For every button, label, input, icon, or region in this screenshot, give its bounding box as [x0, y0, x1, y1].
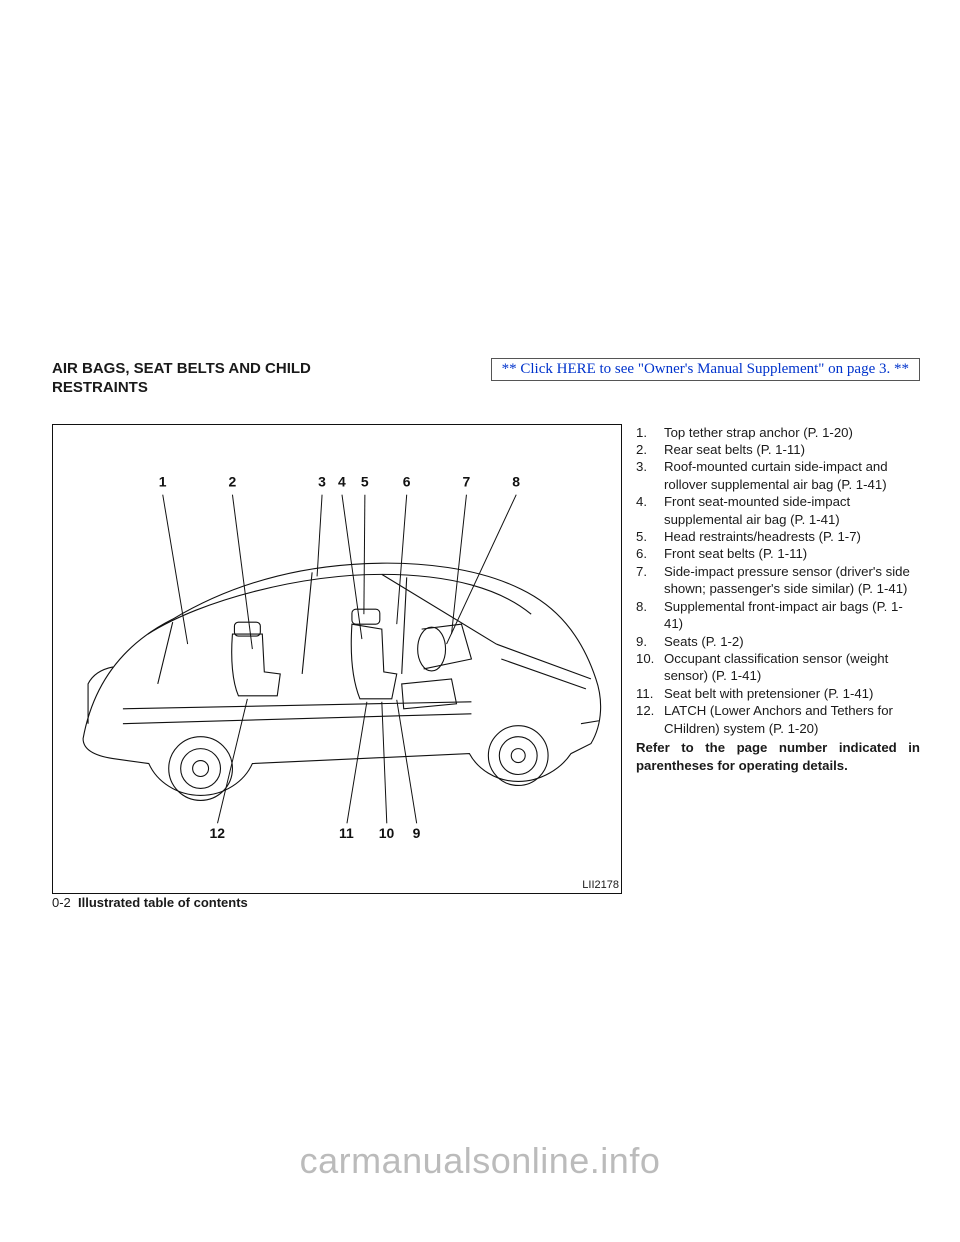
- callout-3: 3: [318, 473, 326, 489]
- callout-8: 8: [512, 473, 520, 489]
- callout-12: 12: [210, 825, 226, 841]
- callout-6: 6: [403, 473, 411, 489]
- legend-item: 10.Occupant classification sensor (weigh…: [636, 650, 920, 685]
- callout-10: 10: [379, 825, 395, 841]
- manual-page: AIR BAGS, SEAT BELTS AND CHILD RESTRAINT…: [0, 0, 960, 1242]
- section-title-line1: AIR BAGS, SEAT BELTS AND CHILD: [52, 360, 311, 377]
- callout-5: 5: [361, 473, 369, 489]
- supplement-link[interactable]: ** Click HERE to see "Owner's Manual Sup…: [491, 358, 920, 381]
- legend-item: 5.Head restraints/headrests (P. 1-7): [636, 528, 920, 545]
- callout-7: 7: [462, 473, 470, 489]
- legend-list: 1.Top tether strap anchor (P. 1-20) 2.Re…: [636, 424, 920, 894]
- header-row: AIR BAGS, SEAT BELTS AND CHILD RESTRAINT…: [52, 360, 920, 398]
- callout-9: 9: [413, 825, 421, 841]
- callout-2: 2: [228, 473, 236, 489]
- page-number: 0-2: [52, 895, 71, 910]
- watermark: carmanualsonline.info: [0, 1140, 960, 1182]
- legend-footer: Refer to the page number indicated in pa…: [636, 739, 920, 774]
- legend-item: 12.LATCH (Lower Anchors and Tethers for …: [636, 702, 920, 737]
- page-footer: 0-2 Illustrated table of contents: [52, 895, 248, 910]
- legend-item: 7.Side-impact pressure sensor (driver's …: [636, 563, 920, 598]
- callout-4: 4: [338, 473, 346, 489]
- callout-11: 11: [339, 825, 354, 841]
- legend-item: 2.Rear seat belts (P. 1-11): [636, 441, 920, 458]
- section-title-line2: RESTRAINTS: [52, 379, 148, 396]
- legend-item: 9.Seats (P. 1-2): [636, 633, 920, 650]
- page-title: Illustrated table of contents: [78, 895, 248, 910]
- figure-box: 1 2 3 4 5 6 7 8 12 11 10 9 LII2178: [52, 424, 622, 894]
- car-diagram: 1 2 3 4 5 6 7 8 12 11 10 9: [53, 425, 621, 893]
- section-title: AIR BAGS, SEAT BELTS AND CHILD RESTRAINT…: [52, 360, 352, 398]
- legend-item: 6.Front seat belts (P. 1-11): [636, 545, 920, 562]
- legend-item: 1.Top tether strap anchor (P. 1-20): [636, 424, 920, 441]
- legend-item: 8.Supplemental front-impact air bags (P.…: [636, 598, 920, 633]
- legend-item: 4.Front seat-mounted side-impact supplem…: [636, 493, 920, 528]
- legend-item: 11.Seat belt with pretensioner (P. 1-41): [636, 685, 920, 702]
- callout-1: 1: [159, 473, 167, 489]
- figure-code: LII2178: [582, 879, 619, 891]
- legend-item: 3.Roof-mounted curtain side-impact and r…: [636, 458, 920, 493]
- content-row: 1 2 3 4 5 6 7 8 12 11 10 9 LII2178 1.Top…: [52, 424, 920, 894]
